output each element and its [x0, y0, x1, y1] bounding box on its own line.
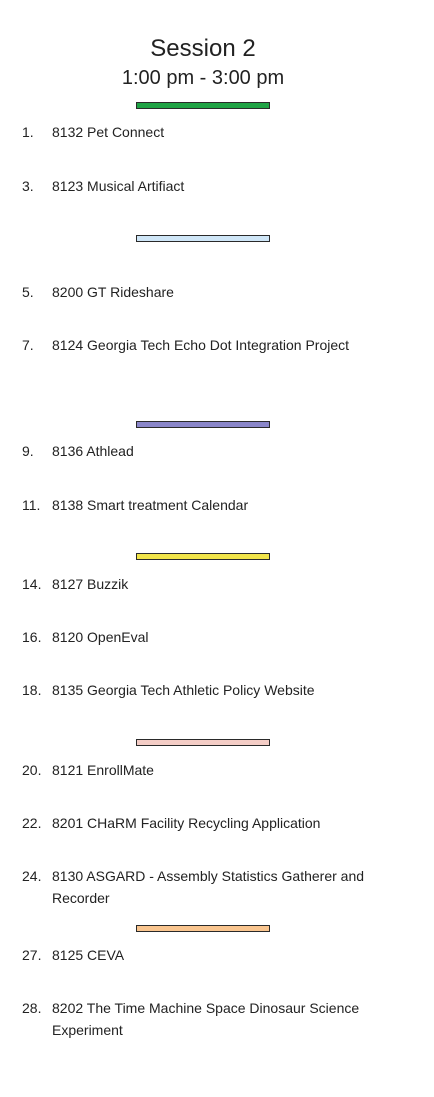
item-number: 16.: [22, 629, 42, 645]
item-number: 18.: [22, 682, 42, 698]
divider-bar-green: [136, 102, 270, 109]
item-number: 22.: [22, 815, 42, 831]
session-title: Session 2: [150, 35, 256, 62]
divider-bar-orange: [136, 925, 270, 932]
item-label: 8123 Musical Artifiact: [52, 178, 185, 194]
item-label: 8135 Georgia Tech Athletic Policy Websit…: [52, 682, 315, 698]
item-label: 8132 Pet Connect: [52, 124, 165, 140]
item-number: 27.: [22, 947, 42, 963]
item-number: 3.: [22, 178, 34, 194]
item-number: 20.: [22, 762, 42, 778]
item-label: 8130 ASGARD - Assembly Statistics Gather…: [52, 868, 365, 906]
item-number: 24.: [22, 868, 42, 884]
item-label: 8138 Smart treatment Calendar: [52, 497, 249, 513]
divider-bar-light-blue: [136, 235, 270, 242]
item-number: 9.: [22, 443, 34, 459]
item-number: 1.: [22, 124, 34, 140]
item-number: 14.: [22, 576, 42, 592]
item-label: 8136 Athlead: [52, 443, 134, 459]
item-label: 8201 CHaRM Facility Recycling Applicatio…: [52, 815, 321, 831]
item-label: 8200 GT Rideshare: [52, 284, 174, 300]
session-time: 1:00 pm - 3:00 pm: [121, 67, 285, 89]
divider-bar-purple: [136, 421, 270, 428]
item-label: 8125 CEVA: [52, 947, 125, 963]
item-label: 8121 EnrollMate: [52, 762, 154, 778]
item-number: 11.: [22, 497, 41, 513]
item-label: 8124 Georgia Tech Echo Dot Integration P…: [52, 337, 350, 353]
divider-bar-pink: [136, 739, 270, 746]
item-number: 28.: [22, 1000, 42, 1016]
item-number: 7.: [22, 337, 34, 353]
divider-bar-yellow: [136, 553, 270, 560]
item-number: 5.: [22, 284, 34, 300]
item-label: 8202 The Time Machine Space Dinosaur Sci…: [52, 1000, 360, 1038]
item-label: 8127 Buzzik: [52, 576, 129, 592]
item-label: 8120 OpenEval: [52, 629, 149, 645]
